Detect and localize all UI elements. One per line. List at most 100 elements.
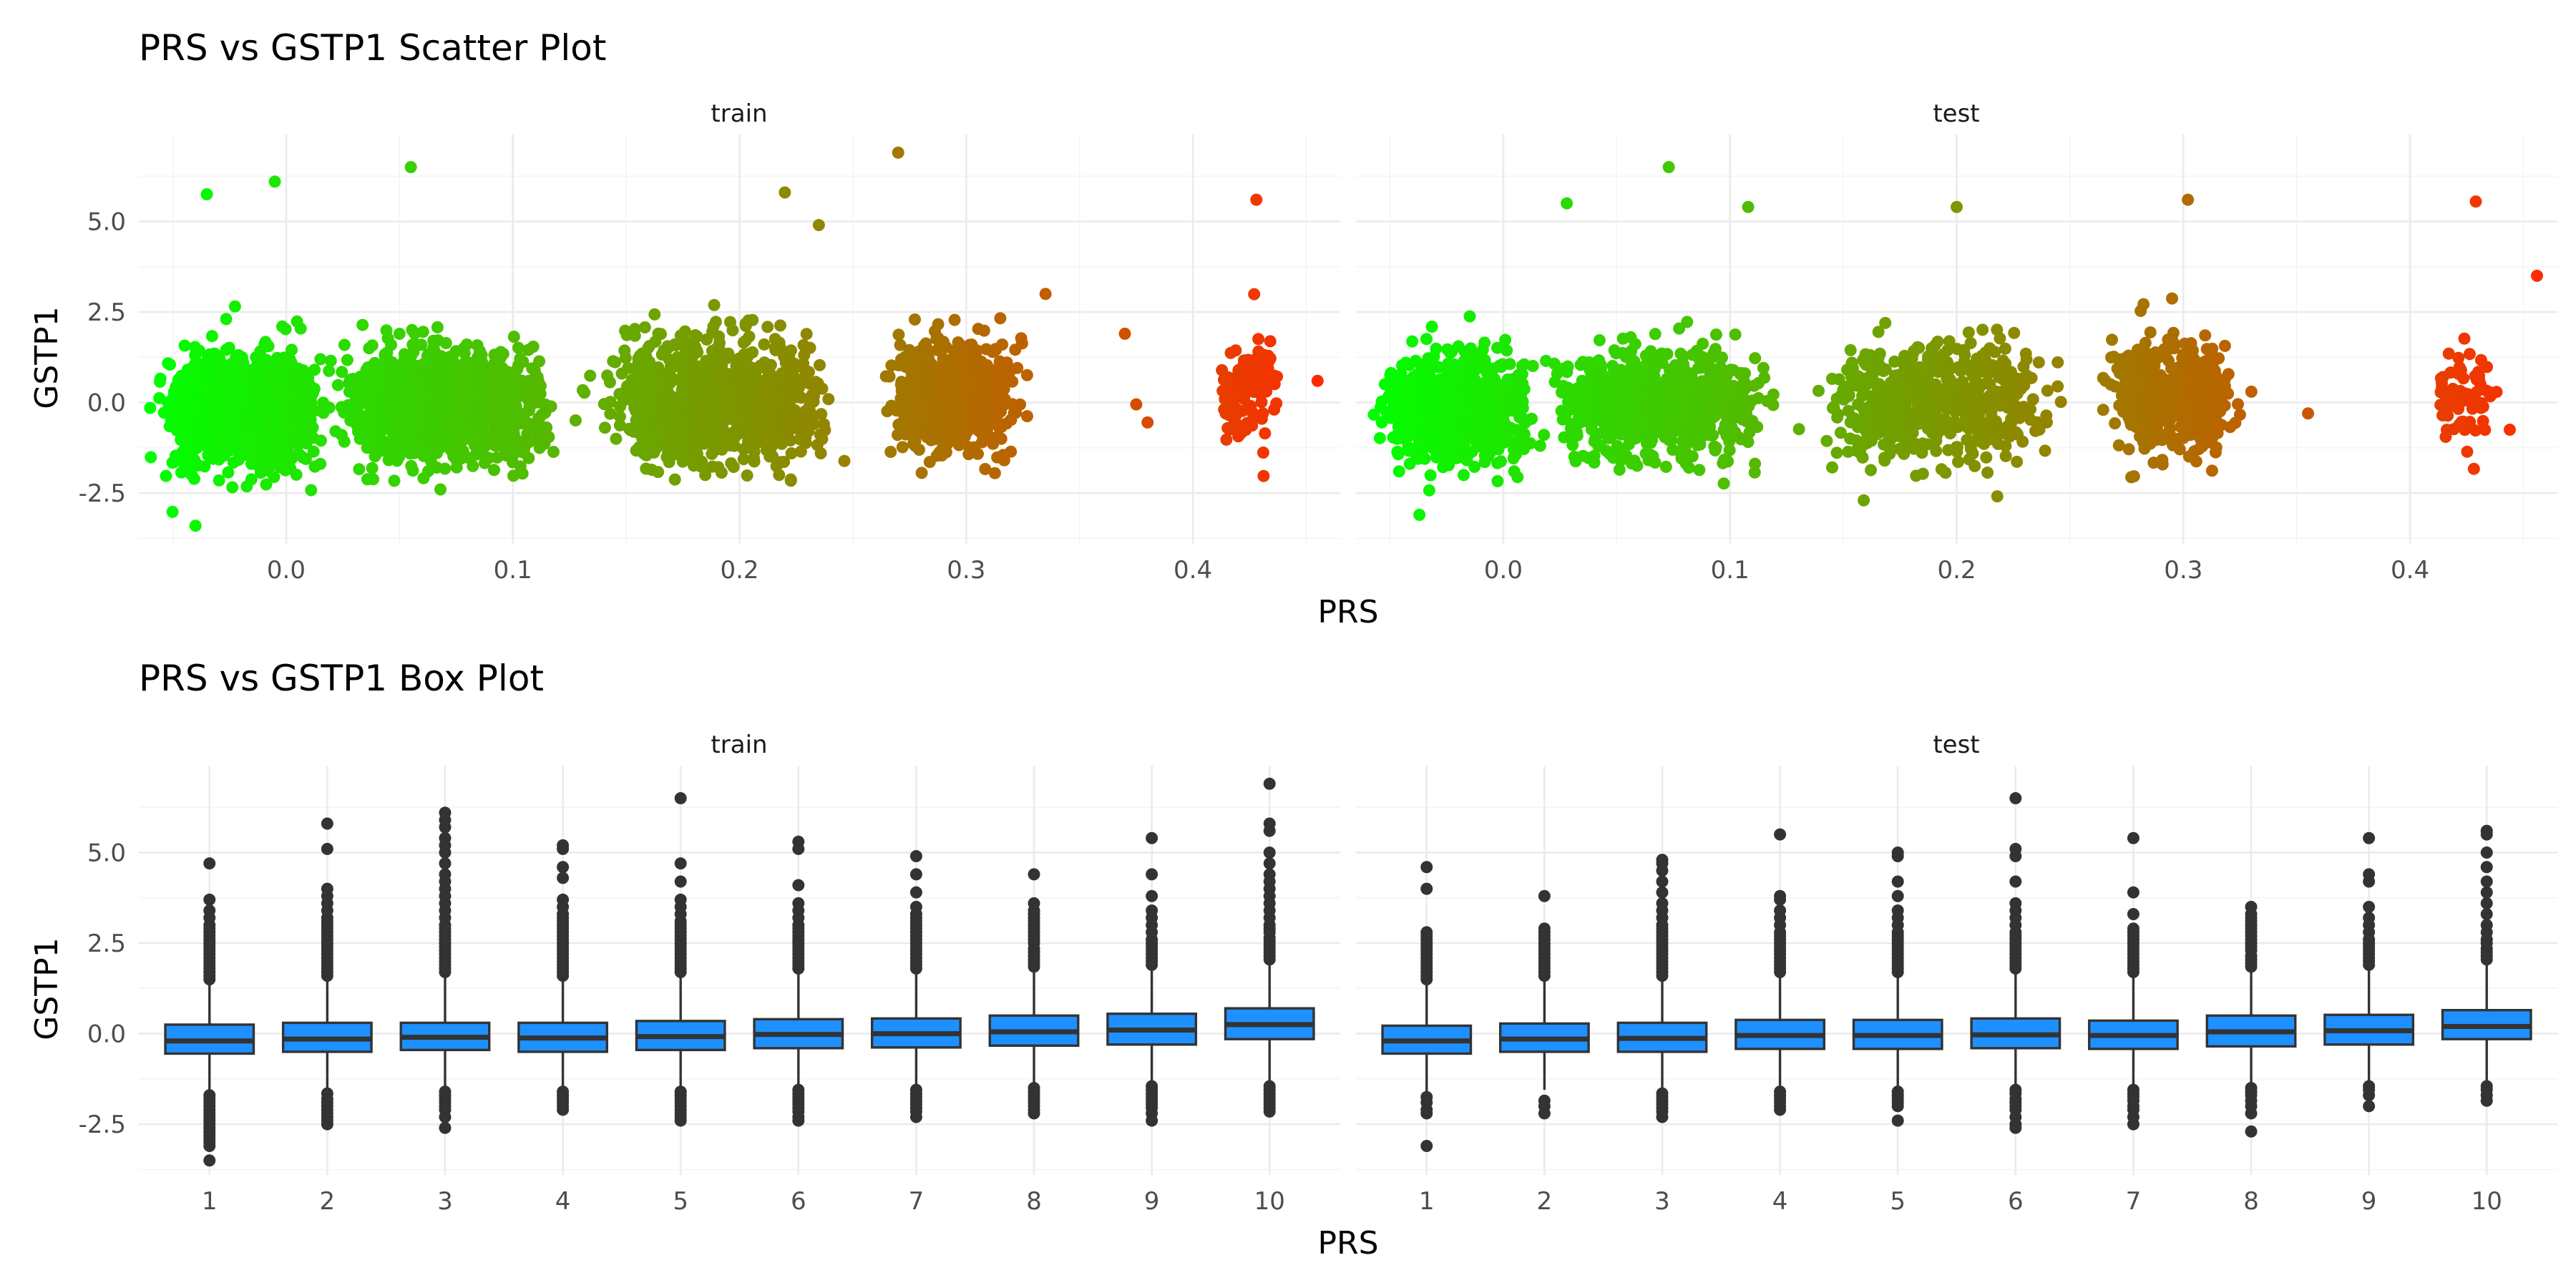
scatter-point	[488, 348, 501, 361]
scatter-point	[668, 473, 681, 486]
scatter-point	[987, 374, 1000, 386]
scatter-point	[1420, 333, 1433, 346]
scatter-point	[507, 469, 519, 482]
scatter-point	[1414, 385, 1427, 398]
scatter-point	[539, 398, 552, 411]
scatter-point	[1020, 369, 1033, 381]
scatter-points	[144, 146, 1324, 532]
scatter-point	[167, 456, 180, 469]
scatter-point	[946, 421, 959, 434]
scatter-point	[625, 376, 638, 389]
scatter-point	[578, 386, 591, 399]
scatter-point	[761, 321, 774, 333]
scatter-point	[493, 381, 506, 394]
scatter-point	[338, 338, 351, 351]
scatter-point	[782, 381, 795, 393]
scatter-point	[402, 386, 415, 399]
scatter-point	[619, 351, 632, 364]
scatter-point	[189, 519, 202, 532]
scatter-point	[1234, 420, 1247, 432]
scatter-point	[228, 300, 241, 313]
scatter-point	[1445, 345, 1458, 358]
scatter-point	[501, 394, 514, 406]
scatter-point	[758, 338, 771, 351]
scatter-point	[930, 333, 943, 346]
scatter-point	[693, 360, 706, 373]
scatter-point	[1390, 371, 1403, 384]
scatter-point	[738, 348, 751, 361]
scatter-point	[1491, 475, 1504, 487]
scatter-point	[708, 298, 721, 311]
scatter-point	[471, 379, 484, 391]
scatter-point	[275, 455, 288, 468]
scatter-point	[960, 392, 972, 405]
scatter-point	[990, 418, 1002, 431]
scatter-point	[438, 375, 451, 388]
scatter-point	[300, 437, 313, 450]
scatter-point	[1480, 402, 1493, 415]
scatter-point	[708, 384, 721, 396]
scatter-point	[613, 419, 626, 431]
scatter-point	[955, 368, 967, 381]
scatter-point	[1445, 406, 1458, 419]
scatter-point	[1252, 333, 1265, 346]
scatter-point	[598, 421, 611, 434]
scatter-point	[814, 447, 827, 459]
scatter-point	[241, 409, 254, 421]
scatter-point	[1392, 465, 1405, 478]
scatter-point	[175, 415, 187, 428]
scatter-point	[187, 402, 200, 414]
scatter-point	[213, 474, 225, 487]
scatter-point	[278, 386, 291, 399]
scatter-point	[1792, 423, 1805, 436]
scatter-point	[314, 353, 327, 366]
scatter-point	[775, 456, 788, 469]
scatter-point	[1008, 406, 1020, 419]
scatter-point	[1402, 441, 1415, 454]
scatter-point	[286, 452, 298, 465]
scatter-point	[525, 424, 537, 436]
scatter-point	[818, 418, 830, 431]
scatter-point	[379, 348, 391, 361]
scatter-point	[632, 426, 645, 439]
scatter-point	[415, 338, 428, 351]
x-tick-label: 0.0	[267, 556, 306, 585]
scatter-point	[1391, 428, 1404, 441]
scatter-point	[757, 409, 770, 421]
scatter-point	[1021, 410, 1033, 423]
scatter-point	[296, 451, 309, 464]
scatter-point	[730, 379, 743, 392]
scatter-point	[923, 456, 936, 469]
scatter-point	[305, 484, 318, 497]
scatter-point	[323, 401, 336, 414]
scatter-point	[547, 446, 560, 458]
x-tick-label: 0.3	[947, 556, 985, 585]
scatter-point	[447, 356, 459, 369]
scatter-point	[296, 378, 309, 391]
scatter-point	[426, 414, 439, 427]
scatter-point	[968, 343, 981, 356]
scatter-point	[261, 340, 274, 353]
scatter-point	[1722, 455, 1735, 468]
scatter-point	[470, 440, 483, 453]
y-tick-label: 5.0	[87, 208, 126, 236]
scatter-point	[1257, 407, 1269, 420]
scatter-point	[1481, 450, 1494, 463]
scatter-point	[675, 385, 688, 398]
scatter-point	[341, 353, 353, 366]
scatter-point	[472, 421, 485, 434]
scatter-point	[640, 406, 653, 419]
scatter-point	[366, 381, 379, 394]
scatter-point	[220, 343, 233, 356]
scatter-point	[259, 454, 272, 467]
scatter-point	[748, 455, 761, 468]
scatter-point	[994, 312, 1007, 325]
scatter-point	[353, 432, 366, 445]
scatter-point	[226, 481, 239, 494]
x-tick-label: 0.2	[720, 556, 758, 585]
scatter-point	[668, 448, 680, 461]
scatter-point	[255, 467, 267, 479]
scatter-point	[701, 333, 713, 346]
scatter-point	[1224, 346, 1237, 359]
